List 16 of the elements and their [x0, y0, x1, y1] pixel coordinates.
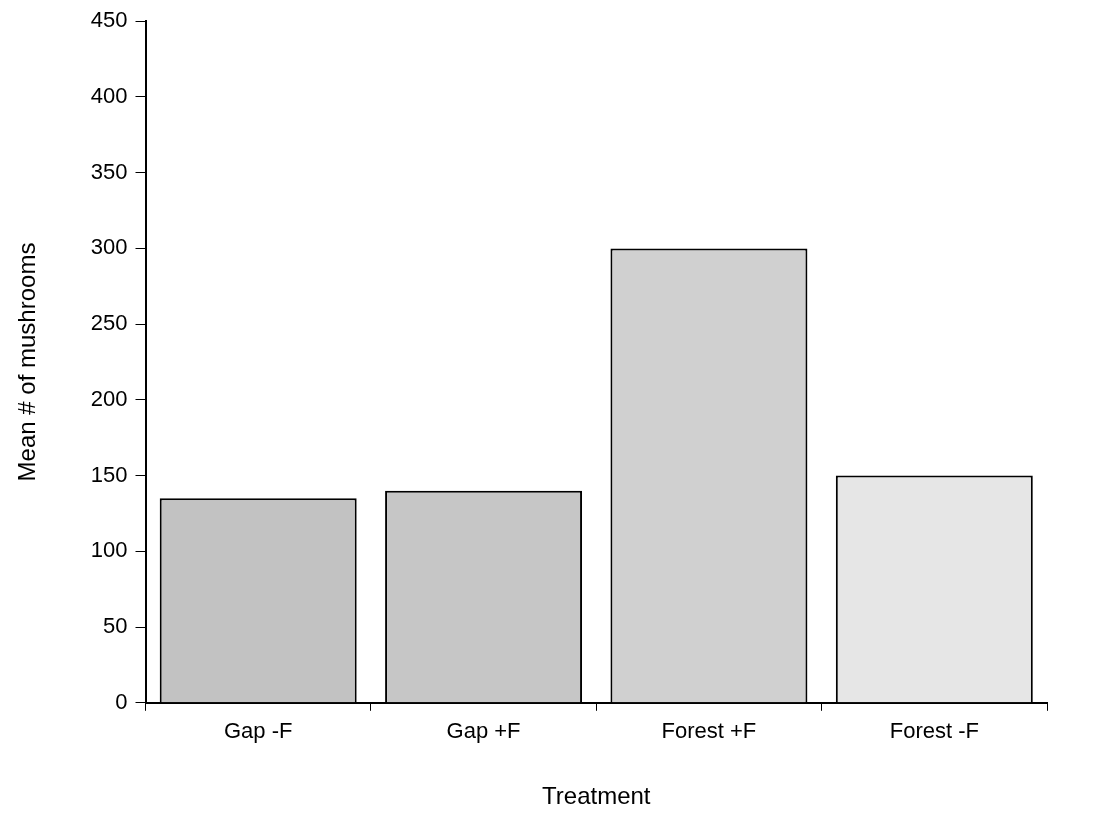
y-tick-label: 100 [90, 537, 128, 563]
y-tick-label: 400 [90, 83, 128, 108]
y-axis-title: Mean # of mushrooms [13, 242, 41, 482]
y-tick-label: 350 [90, 158, 128, 184]
y-tick-label: 300 [90, 234, 128, 260]
y-tick-label: 150 [90, 461, 128, 487]
x-tick-label: Forest +F [661, 718, 757, 744]
y-tick-label: 450 [90, 7, 128, 33]
y-tick-label: 200 [90, 385, 128, 411]
x-tick-label: Gap -F [223, 718, 293, 744]
x-tick-label: Gap +F [446, 718, 521, 744]
x-tick-label: Forest -F [889, 718, 979, 744]
y-tick-label: 50 [103, 613, 128, 639]
y-tick-label: 250 [90, 310, 128, 336]
y-tick-label: 0 [115, 688, 128, 714]
x-axis-title: Treatment [542, 782, 651, 810]
